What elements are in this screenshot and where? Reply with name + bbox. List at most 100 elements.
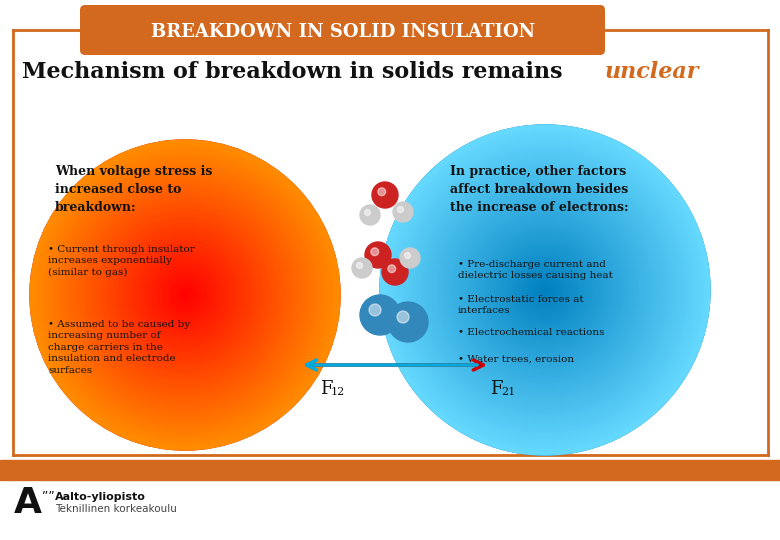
- Circle shape: [164, 274, 207, 316]
- Circle shape: [456, 201, 633, 379]
- Circle shape: [459, 204, 632, 376]
- Text: • Current through insulator
increases exponentially
(similar to gas): • Current through insulator increases ex…: [48, 245, 195, 277]
- Circle shape: [448, 193, 642, 387]
- Circle shape: [523, 267, 568, 313]
- Circle shape: [481, 226, 609, 354]
- Circle shape: [485, 230, 604, 350]
- Circle shape: [364, 210, 370, 215]
- Circle shape: [123, 233, 247, 357]
- Text: Aalto-yliopisto: Aalto-yliopisto: [55, 492, 146, 502]
- Circle shape: [80, 191, 289, 400]
- Circle shape: [152, 262, 218, 328]
- Circle shape: [541, 286, 549, 294]
- Circle shape: [380, 125, 710, 455]
- Circle shape: [529, 273, 562, 307]
- Text: F: F: [320, 380, 332, 398]
- Circle shape: [177, 287, 193, 303]
- Circle shape: [444, 189, 646, 391]
- Circle shape: [483, 228, 607, 352]
- Circle shape: [51, 161, 319, 429]
- Circle shape: [413, 158, 677, 422]
- Circle shape: [83, 192, 288, 397]
- Circle shape: [504, 249, 587, 331]
- Circle shape: [55, 165, 315, 425]
- Circle shape: [386, 131, 704, 449]
- Circle shape: [147, 256, 224, 334]
- Circle shape: [510, 255, 580, 325]
- Circle shape: [384, 129, 706, 451]
- Circle shape: [409, 154, 681, 426]
- Circle shape: [398, 206, 403, 213]
- Circle shape: [421, 166, 668, 414]
- Circle shape: [160, 270, 210, 320]
- Circle shape: [94, 204, 276, 386]
- Circle shape: [407, 152, 683, 428]
- Circle shape: [131, 241, 239, 349]
- Circle shape: [125, 235, 245, 355]
- Circle shape: [158, 268, 212, 322]
- Circle shape: [129, 239, 241, 351]
- Circle shape: [405, 150, 686, 430]
- Circle shape: [179, 289, 191, 301]
- Circle shape: [434, 179, 657, 401]
- Circle shape: [400, 248, 420, 268]
- Circle shape: [41, 152, 328, 438]
- Circle shape: [438, 183, 652, 397]
- Circle shape: [172, 281, 199, 308]
- Circle shape: [356, 262, 363, 268]
- Circle shape: [530, 275, 559, 305]
- Circle shape: [471, 216, 619, 364]
- Circle shape: [365, 242, 391, 268]
- Text: 21: 21: [501, 387, 516, 397]
- Circle shape: [431, 177, 658, 403]
- Circle shape: [495, 240, 594, 340]
- Circle shape: [135, 245, 236, 346]
- Circle shape: [505, 251, 584, 329]
- Circle shape: [165, 275, 204, 314]
- Circle shape: [440, 185, 651, 395]
- Circle shape: [69, 179, 301, 411]
- Circle shape: [450, 195, 640, 385]
- Circle shape: [397, 311, 409, 323]
- Circle shape: [537, 282, 553, 298]
- Circle shape: [388, 265, 395, 273]
- Circle shape: [115, 225, 255, 364]
- Text: In practice, other factors
affect breakdown besides
the increase of electrons:: In practice, other factors affect breakd…: [450, 165, 629, 214]
- Circle shape: [79, 188, 292, 402]
- Circle shape: [399, 144, 691, 436]
- Circle shape: [49, 159, 321, 430]
- Circle shape: [90, 200, 280, 390]
- Text: • Water trees, erosion: • Water trees, erosion: [458, 355, 574, 364]
- Circle shape: [133, 242, 237, 347]
- Circle shape: [514, 259, 576, 321]
- Circle shape: [520, 265, 569, 315]
- Circle shape: [508, 253, 582, 327]
- Text: • Pre-discharge current and
dielectric losses causing heat: • Pre-discharge current and dielectric l…: [458, 260, 613, 280]
- Circle shape: [369, 304, 381, 316]
- Circle shape: [411, 156, 679, 424]
- Circle shape: [161, 272, 208, 318]
- Circle shape: [92, 202, 278, 388]
- Circle shape: [154, 264, 216, 326]
- Text: • Electrochemical reactions: • Electrochemical reactions: [458, 328, 604, 337]
- Circle shape: [430, 174, 661, 406]
- Circle shape: [139, 248, 232, 341]
- Circle shape: [395, 139, 696, 441]
- Circle shape: [396, 141, 693, 438]
- Circle shape: [71, 181, 300, 409]
- Circle shape: [86, 196, 284, 394]
- Circle shape: [168, 278, 203, 313]
- Text: BREAKDOWN IN SOLID INSULATION: BREAKDOWN IN SOLID INSULATION: [151, 23, 535, 41]
- Circle shape: [67, 177, 303, 413]
- Circle shape: [466, 212, 623, 368]
- Circle shape: [169, 280, 200, 310]
- Circle shape: [360, 205, 380, 225]
- Circle shape: [136, 247, 233, 343]
- Text: • Electrostatic forces at
interfaces: • Electrostatic forces at interfaces: [458, 295, 583, 315]
- Circle shape: [127, 237, 243, 353]
- Circle shape: [393, 202, 413, 222]
- Circle shape: [491, 237, 598, 343]
- Text: Mechanism of breakdown in solids remains: Mechanism of breakdown in solids remains: [22, 61, 570, 83]
- Circle shape: [109, 219, 261, 370]
- Circle shape: [417, 162, 673, 418]
